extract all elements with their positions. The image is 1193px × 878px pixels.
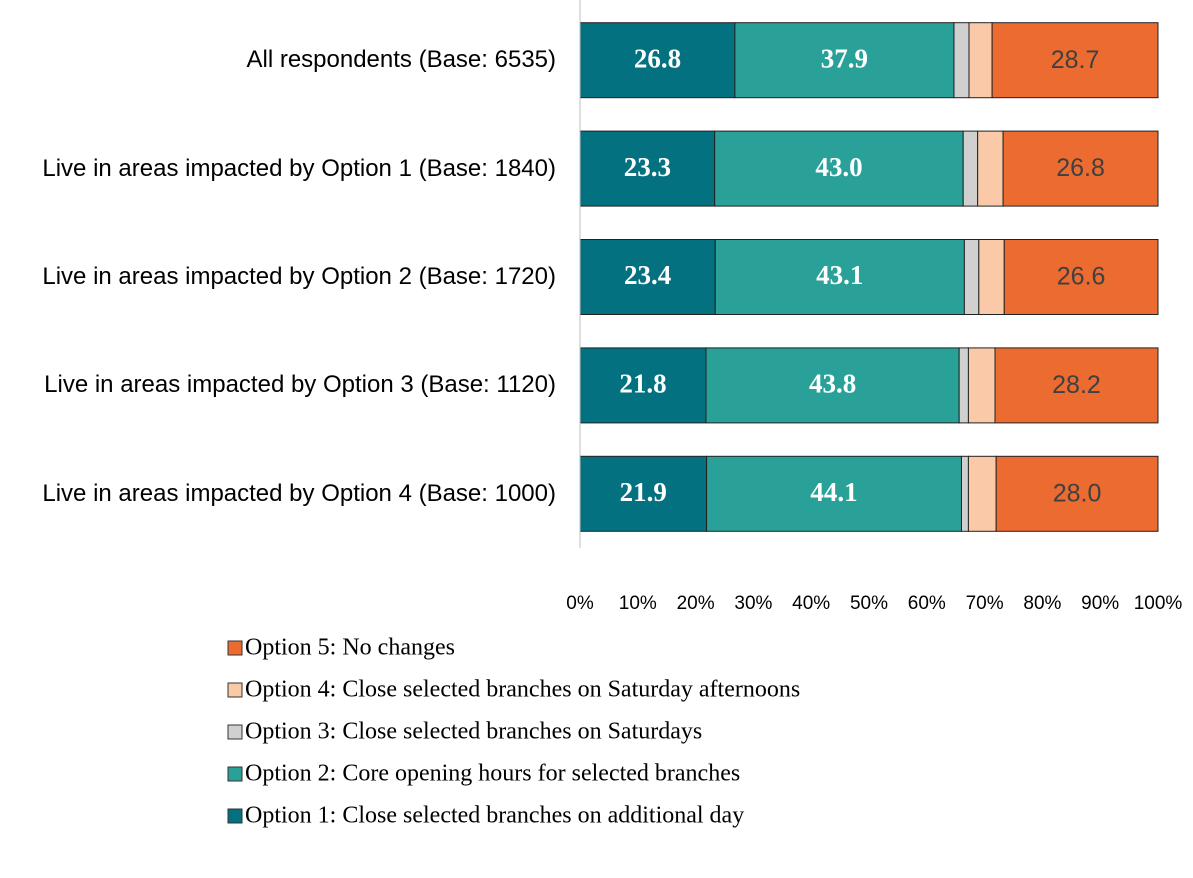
bar-segment — [953, 22, 970, 99]
data-label: 28.0 — [1053, 479, 1102, 507]
x-tick-label: 20% — [677, 593, 715, 614]
data-label: 44.1 — [810, 477, 857, 507]
bar-segment — [967, 347, 996, 424]
bar-segment — [579, 347, 707, 424]
legend-label: Option 5: No changes — [245, 635, 455, 661]
data-label: 23.3 — [624, 152, 671, 182]
data-label: 26.8 — [634, 43, 681, 73]
category-label-text: Live in areas impacted by Option 2 (Base… — [42, 263, 556, 290]
category-label: Live in areas impacted by Option 4 (Base… — [0, 456, 556, 532]
data-label: 23.4 — [624, 260, 671, 290]
bar-segment — [968, 22, 993, 99]
legend-swatch — [227, 808, 243, 824]
x-tick-label: 60% — [908, 593, 946, 614]
legend-swatch — [227, 682, 243, 698]
x-tick-label: 100% — [1134, 593, 1183, 614]
bar-segment — [1003, 239, 1159, 315]
x-tick-label: 40% — [792, 593, 830, 614]
category-label: All respondents (Base: 6535) — [0, 22, 556, 98]
x-tick-label: 90% — [1081, 593, 1119, 614]
x-tick-label: 70% — [966, 593, 1004, 614]
category-label-text: All respondents (Base: 6535) — [246, 46, 556, 74]
data-label: 43.0 — [815, 152, 862, 182]
category-label: Live in areas impacted by Option 1 (Base… — [0, 131, 556, 207]
bar-segment — [995, 455, 1159, 532]
category-label: Live in areas impacted by Option 3 (Base… — [0, 347, 556, 423]
x-tick-label: 50% — [850, 593, 888, 614]
data-label: 28.7 — [1051, 46, 1100, 74]
x-tick-label: 30% — [734, 593, 772, 614]
bar-segment — [579, 455, 708, 532]
legend-label: Option 3: Close selected branches on Sat… — [245, 719, 702, 745]
data-label: 26.8 — [1056, 154, 1105, 182]
category-label-text: Live in areas impacted by Option 3 (Base… — [44, 371, 556, 399]
category-label: Live in areas impacted by Option 2 (Base… — [0, 239, 556, 315]
bar-segment — [579, 239, 716, 315]
legend-label: Option 2: Core opening hours for selecte… — [245, 761, 740, 787]
bar-segment — [962, 130, 979, 207]
bar-segment — [579, 22, 736, 99]
bar-segment — [963, 239, 980, 315]
data-label: 21.8 — [619, 369, 666, 399]
legend-label: Option 4: Close selected branches on Sat… — [245, 677, 800, 703]
bar-segment — [579, 130, 716, 207]
legend-swatch — [227, 640, 243, 656]
data-label: 43.8 — [809, 369, 856, 399]
x-tick-label: 80% — [1023, 593, 1061, 614]
data-label: 28.2 — [1052, 371, 1101, 399]
bar-segment — [991, 22, 1159, 99]
legend-swatch — [227, 766, 243, 782]
bar-segment — [734, 22, 955, 99]
bar-segment — [958, 347, 969, 424]
category-label-text: Live in areas impacted by Option 1 (Base… — [42, 154, 556, 182]
bar-segment — [967, 455, 997, 532]
legend-label: Option 1: Close selected branches on add… — [245, 803, 744, 829]
category-label-text: Live in areas impacted by Option 4 (Base… — [42, 479, 556, 507]
bar-segment — [706, 455, 962, 532]
bar-segment — [1002, 130, 1159, 207]
data-label: 37.9 — [821, 43, 868, 73]
data-label: 21.9 — [620, 477, 667, 507]
data-label: 26.6 — [1057, 263, 1106, 291]
bar-segment — [705, 347, 960, 424]
bar-segment — [994, 347, 1159, 424]
legend-swatch — [227, 724, 243, 740]
x-tick-label: 0% — [566, 593, 594, 614]
bar-segment — [960, 455, 969, 532]
bar-segment — [978, 239, 1005, 315]
data-label: 43.1 — [816, 260, 863, 290]
bar-segment — [977, 130, 1004, 207]
x-tick-label: 10% — [619, 593, 657, 614]
